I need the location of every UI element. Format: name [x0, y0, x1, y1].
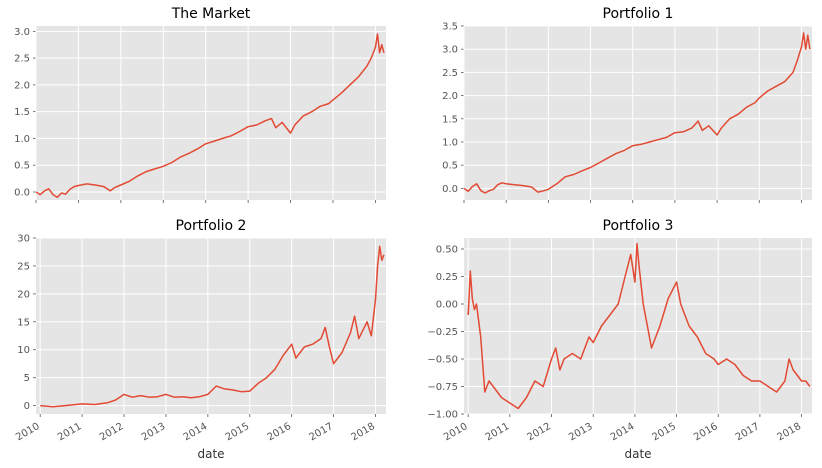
plot-area [36, 238, 386, 414]
x-axis-label: date [197, 447, 224, 461]
y-tick-label: −0.50 [427, 355, 458, 366]
y-tick-label: 1.5 [14, 107, 30, 118]
y-tick-label: 0.5 [14, 161, 30, 172]
series-line [40, 245, 385, 408]
y-tick-label: 3.0 [14, 27, 30, 38]
series-line [463, 32, 811, 194]
x-tick-label: 2015 [224, 421, 252, 443]
x-tick-label: 2012 [525, 421, 553, 443]
x-tick-label: 2017 [734, 421, 762, 443]
y-tick-label: 0.0 [14, 187, 30, 198]
y-tick-label: 2.0 [442, 91, 458, 102]
y-tick-label: 0.25 [436, 272, 458, 283]
y-tick-label: −0.25 [427, 327, 458, 338]
subplot-2: 0.0 0.5 1.0 1.5 2.0 2.5 3.0 3.5 Portfolio 1 [442, 6, 812, 203]
y-tick-label: 3.0 [442, 45, 458, 56]
subplot-title: Portfolio 3 [603, 218, 674, 234]
subplot-title: Portfolio 1 [603, 6, 674, 22]
y-tick-label: 10 [17, 345, 30, 356]
x-tick-label: 2014 [182, 421, 210, 443]
y-tick-label: 15 [17, 317, 30, 328]
series-line [35, 33, 385, 199]
y-tick-label: 30 [17, 234, 30, 245]
y-tick-label: 0.50 [436, 245, 458, 256]
y-tick-label: 0.0 [442, 184, 458, 195]
y-tick-label: 0 [24, 401, 30, 412]
y-tick-label: 0.5 [442, 161, 458, 172]
y-tick-label: 0.00 [436, 300, 458, 311]
y-tick-label: 5 [24, 373, 30, 384]
y-tick-label: −1.00 [427, 410, 458, 421]
y-tick-label: 2.5 [14, 54, 30, 65]
x-tick-label: 2018 [349, 421, 377, 443]
y-tick-label: −0.75 [427, 382, 458, 393]
plot-area [464, 26, 812, 200]
y-tick-label: 1.0 [442, 138, 458, 149]
x-tick-label: 2015 [651, 421, 679, 443]
x-tick-label: 2013 [567, 421, 595, 443]
subplot-title: Portfolio 2 [176, 218, 247, 234]
y-tick-label: 2.0 [14, 80, 30, 91]
x-tick-label: 2013 [140, 421, 168, 443]
plot-area [464, 238, 812, 414]
y-tick-label: 3.5 [442, 22, 458, 33]
subplot-3: 0 5 10 15 20 25 30 2010 2011 2012 2013 2014 2015 2016… [14, 218, 386, 461]
y-tick-label: 25 [17, 261, 30, 272]
x-tick-label: 2011 [56, 421, 84, 443]
subplot-title: The Market [171, 6, 251, 22]
x-tick-label: 2018 [776, 421, 804, 443]
x-tick-label: 2014 [609, 421, 637, 443]
y-tick-label: 1.5 [442, 114, 458, 125]
x-tick-label: 2010 [442, 421, 470, 443]
x-tick-label: 2012 [98, 421, 126, 443]
x-tick-label: 2016 [692, 421, 720, 443]
y-tick-label: 20 [17, 289, 30, 300]
y-tick-label: 2.5 [442, 68, 458, 79]
series-line [467, 242, 811, 410]
plot-area [36, 26, 386, 200]
x-tick-label: 2011 [484, 421, 512, 443]
x-tick-label: 2010 [14, 421, 42, 443]
y-tick-label: 1.0 [14, 134, 30, 145]
x-axis-label: date [624, 447, 651, 461]
subplot-1: 0.0 0.5 1.0 1.5 2.0 2.5 3.0 The Market [14, 6, 386, 203]
x-tick-label: 2016 [266, 421, 294, 443]
x-tick-label: 2017 [308, 421, 336, 443]
